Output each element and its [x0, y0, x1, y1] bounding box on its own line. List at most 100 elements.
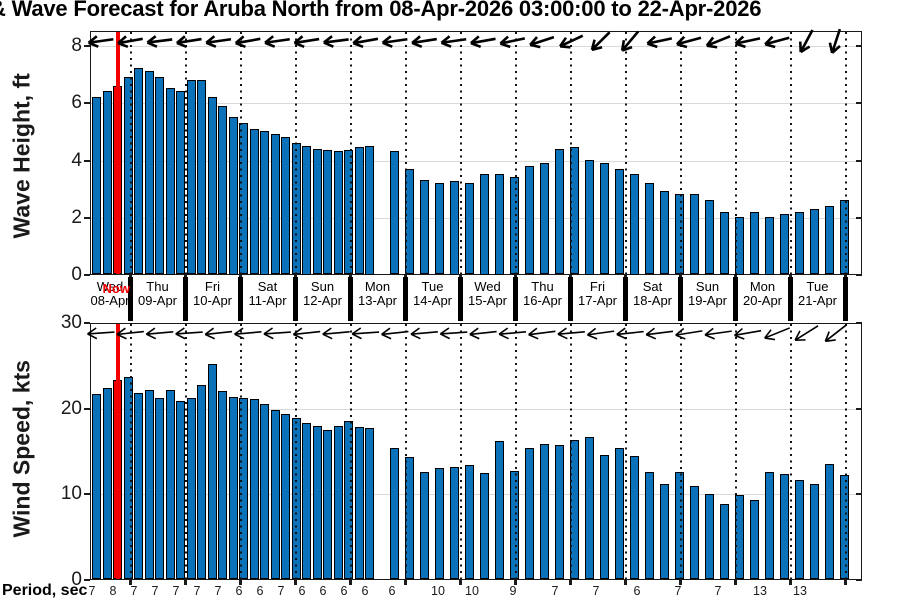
wind-bar	[749, 499, 760, 580]
wave-bar	[674, 194, 685, 275]
wind-arrow-icon	[557, 327, 585, 340]
wave-bar	[464, 182, 475, 275]
wave-day-divider	[570, 32, 572, 274]
wave-y-tick	[84, 102, 90, 105]
wave-bar	[333, 151, 343, 275]
day-name: Tue	[421, 279, 444, 294]
wave-arrow-icon	[705, 35, 731, 49]
wave-bar	[509, 177, 520, 275]
wave-bar	[449, 181, 460, 275]
wave-y-tick-right	[856, 216, 862, 219]
wind-bar	[312, 426, 322, 580]
period-value: 7	[592, 584, 600, 598]
wave-bar	[302, 145, 311, 275]
day-label: Tue 14-Apr	[405, 280, 460, 307]
period-axis-label: Period, sec	[2, 582, 88, 599]
wave-bar	[270, 134, 280, 275]
wave-bar	[239, 122, 248, 275]
wave-day-divider	[845, 32, 847, 274]
period-value: 7	[151, 584, 159, 598]
wind-arrow-icon	[675, 327, 703, 340]
day-label: Sun 19-Apr	[680, 280, 735, 307]
period-value: 7	[674, 584, 682, 598]
wind-arrow-icon	[145, 327, 174, 340]
wind-arrow-icon	[704, 327, 732, 340]
wave-day-divider	[680, 32, 682, 274]
wind-bar	[704, 493, 715, 580]
wind-day-divider	[790, 324, 792, 579]
wind-bar	[260, 403, 269, 580]
day-label: Fri 10-Apr	[185, 280, 240, 307]
wave-bar	[144, 71, 154, 275]
wind-y-tick-right	[856, 322, 862, 324]
period-value: 7	[193, 584, 201, 598]
wind-gridline	[91, 494, 861, 496]
day-name: Sun	[695, 279, 720, 294]
period-value: 7	[551, 584, 559, 598]
wave-bar	[704, 200, 715, 275]
wind-arrow-icon	[439, 327, 468, 340]
day-name: Wed	[474, 279, 501, 294]
day-name: Wed	[96, 279, 124, 294]
wind-bar	[794, 480, 805, 580]
wave-bar	[389, 151, 400, 275]
wind-bar	[779, 474, 790, 580]
day-separator	[622, 277, 628, 321]
wind-bar	[524, 448, 535, 580]
wind-bar	[449, 467, 460, 580]
wave-bar	[524, 165, 535, 275]
period-value: 6	[256, 584, 264, 598]
period-value: 7	[172, 584, 180, 598]
wave-bar	[764, 217, 775, 275]
wave-arrow-icon	[764, 35, 790, 49]
period-value: 8	[109, 584, 117, 598]
day-name: Thu	[146, 279, 169, 294]
period-value: 7	[214, 584, 222, 598]
wave-gridline	[91, 103, 861, 105]
wind-bar	[155, 397, 164, 580]
wind-bar	[599, 455, 610, 580]
wind-day-divider	[845, 324, 847, 579]
wind-bar	[186, 397, 196, 580]
day-date: 14-Apr	[412, 292, 453, 308]
wave-y-tick-label: 0	[71, 264, 82, 285]
wave-bar	[629, 174, 640, 275]
wave-bar	[794, 211, 805, 275]
wave-bar	[165, 88, 175, 275]
wind-day-divider	[460, 324, 462, 579]
wind-bar	[539, 444, 550, 580]
wind-bar	[218, 391, 227, 580]
period-value: 6	[298, 584, 306, 598]
wave-arrow-icon	[499, 35, 526, 49]
wave-bar	[207, 97, 217, 275]
day-name: Fri	[589, 279, 606, 294]
wave-y-tick-label: 4	[71, 149, 82, 171]
wind-day-divider	[515, 324, 517, 579]
wave-y-tick-label: 6	[71, 92, 82, 114]
wind-bar	[659, 483, 670, 580]
wind-x-tick	[513, 580, 517, 585]
wind-arrow-icon	[824, 324, 848, 343]
day-label: Sun 12-Apr	[295, 280, 350, 307]
wave-arrow-icon	[470, 35, 496, 49]
wind-bar	[239, 397, 248, 580]
wind-day-divider	[405, 324, 407, 579]
period-value: 6	[361, 584, 369, 598]
wind-y-tick-label: 0	[71, 569, 82, 590]
wind-bar	[144, 390, 154, 580]
wave-day-divider	[350, 32, 352, 274]
wave-bar	[281, 137, 290, 275]
wave-bar	[614, 168, 625, 275]
wind-arrow-icon	[381, 327, 409, 340]
wind-bar	[764, 472, 775, 580]
wave-day-divider	[240, 32, 242, 274]
day-date: 20-Apr	[742, 292, 783, 308]
wave-y-tick-label: 2	[71, 206, 82, 228]
wind-arrow-icon	[263, 327, 291, 340]
wind-y-tick-right	[856, 579, 862, 581]
wind-day-divider	[735, 324, 737, 579]
wave-bar	[218, 105, 227, 275]
wind-bar	[354, 427, 364, 580]
wind-speed-chart	[90, 323, 862, 580]
wind-x-tick	[293, 580, 297, 585]
